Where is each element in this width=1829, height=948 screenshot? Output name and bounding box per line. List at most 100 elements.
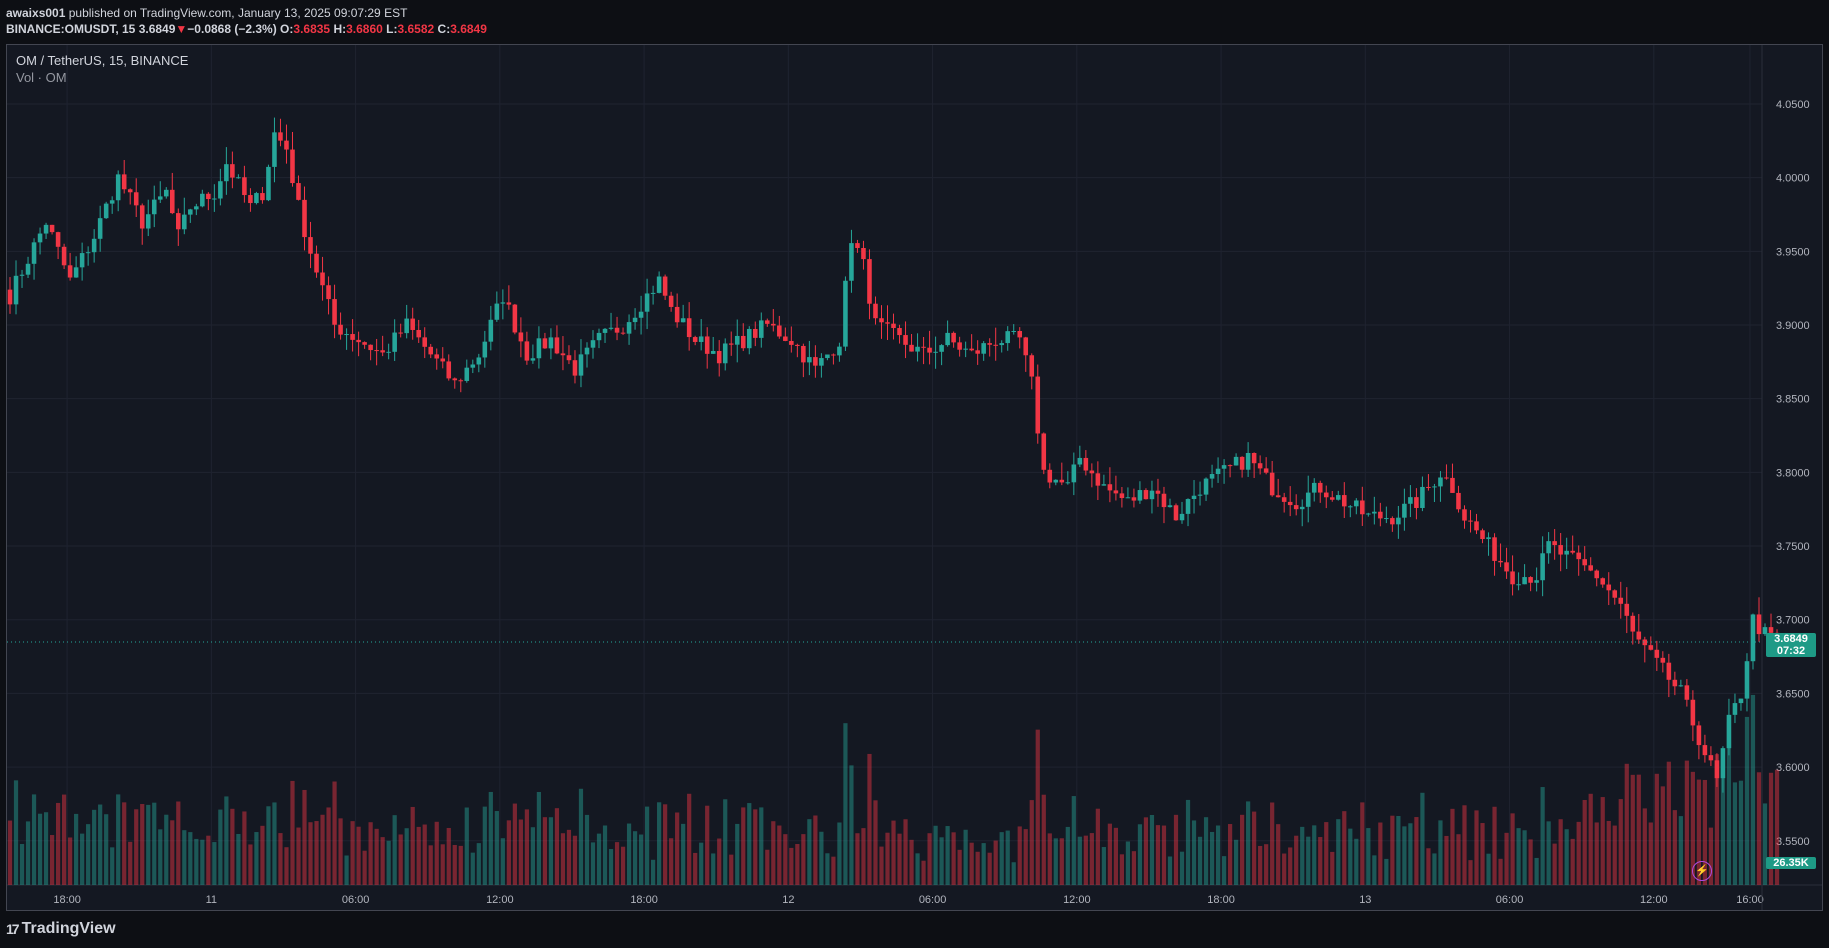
- candle-body: [632, 317, 638, 323]
- volume-bar: [518, 819, 523, 885]
- publisher-name[interactable]: awaixs001: [6, 6, 66, 20]
- candle-body: [1498, 560, 1503, 563]
- volume-bar: [1384, 858, 1389, 885]
- candle-body: [1450, 477, 1455, 493]
- volume-bar: [1288, 847, 1293, 885]
- legend-title[interactable]: OM / TetherUS, 15, BINANCE: [16, 53, 189, 68]
- volume-bar: [813, 815, 818, 885]
- volume-bar: [182, 830, 187, 885]
- volume-bar: [1630, 774, 1635, 885]
- candle-body: [602, 328, 608, 333]
- volume-bar: [644, 806, 650, 885]
- candle-body: [362, 342, 367, 345]
- candle-body: [1426, 486, 1431, 488]
- candle-body: [1546, 541, 1551, 554]
- volume-bar: [1714, 754, 1720, 885]
- candle-body: [963, 348, 968, 350]
- candle-body: [1624, 603, 1630, 616]
- candle-body: [230, 164, 235, 178]
- volume-bar: [230, 808, 235, 885]
- volume-bar: [1462, 805, 1467, 885]
- candle-body: [1594, 570, 1600, 579]
- y-tick-label: 4.0500: [1776, 99, 1810, 111]
- candle-body: [91, 238, 97, 253]
- candle-body: [668, 295, 674, 307]
- candle-body: [506, 302, 512, 305]
- volume-bar: [1642, 808, 1647, 885]
- candle-body: [1329, 497, 1335, 500]
- volume-bar: [1294, 835, 1299, 885]
- candle-body: [194, 206, 199, 210]
- volume-bar: [362, 850, 367, 885]
- candle-body: [326, 285, 331, 300]
- candle-body: [392, 332, 397, 352]
- volume-bar: [1366, 828, 1371, 885]
- candle-body: [542, 338, 548, 349]
- candle-body: [975, 350, 980, 354]
- volume-bar: [326, 807, 331, 885]
- volume-bar: [807, 819, 812, 885]
- candle-body: [1366, 513, 1371, 515]
- y-tick-label: 3.8500: [1776, 394, 1810, 406]
- volume-bar: [1035, 729, 1040, 885]
- volume-bar: [1179, 851, 1185, 885]
- candle-body: [662, 276, 668, 296]
- candle-body: [206, 193, 211, 200]
- candle-body: [1540, 553, 1545, 581]
- volume-bar: [963, 829, 968, 885]
- candle-body: [1552, 541, 1557, 546]
- candle-body: [224, 164, 229, 182]
- candle-body: [1071, 464, 1077, 483]
- volume-bar: [735, 823, 740, 885]
- candle-body: [1564, 550, 1569, 555]
- volume-bar: [386, 840, 391, 885]
- volume-bar: [110, 847, 115, 885]
- volume-bar: [7, 820, 13, 885]
- candlestick-chart[interactable]: 4.0500 4.0000 3.9500 3.9000 3.8500 3.8000 3.75…: [7, 45, 1822, 910]
- volume-bar: [1017, 826, 1022, 885]
- volume-bar: [1209, 831, 1215, 885]
- candle-body: [927, 347, 932, 353]
- volume-legend[interactable]: Vol · OM: [16, 70, 67, 85]
- candle-body: [1107, 484, 1113, 491]
- footer-brand[interactable]: 17 TradingView: [6, 920, 116, 938]
- volume-bar: [1606, 820, 1611, 885]
- candle-body: [145, 214, 151, 229]
- volume-bar: [536, 791, 542, 885]
- volume-bar: [1354, 838, 1359, 885]
- volume-bar: [1258, 845, 1263, 885]
- volume-bar: [1252, 811, 1257, 885]
- volume-bar: [681, 823, 686, 885]
- candle-body: [1456, 492, 1461, 510]
- volume-bar: [19, 844, 25, 885]
- lightning-icon[interactable]: ⚡: [1692, 861, 1712, 881]
- volume-bar: [590, 842, 596, 885]
- chart-frame[interactable]: 4.0500 4.0000 3.9500 3.9000 3.8500 3.8000 3.75…: [6, 44, 1823, 911]
- volume-bar: [1336, 819, 1341, 885]
- volume-bar: [458, 845, 463, 885]
- x-tick-label: 16:00: [1736, 894, 1764, 906]
- volume-bar: [470, 852, 475, 885]
- candle-body: [554, 337, 560, 354]
- volume-bar: [74, 813, 79, 885]
- close-label: C:: [437, 22, 451, 36]
- volume-bar: [206, 835, 211, 885]
- candle-body: [692, 337, 698, 342]
- candle-body: [1311, 482, 1317, 493]
- candle-body: [1396, 517, 1401, 525]
- candle-body: [981, 343, 986, 354]
- candle-body: [242, 177, 247, 196]
- candle-body: [67, 265, 73, 278]
- candle-body: [440, 358, 446, 362]
- y-tick-label: 3.6000: [1776, 762, 1810, 774]
- open-value: 3.6835: [293, 22, 331, 36]
- y-tick-label: 3.8000: [1776, 467, 1810, 479]
- candle-body: [476, 357, 482, 365]
- candle-body: [999, 343, 1004, 346]
- volume-bar: [1318, 837, 1323, 885]
- volume-bar: [1696, 779, 1701, 885]
- candle-body: [650, 292, 656, 294]
- candle-body: [795, 344, 800, 346]
- candle-body: [873, 303, 878, 319]
- volume-bar: [1600, 797, 1605, 885]
